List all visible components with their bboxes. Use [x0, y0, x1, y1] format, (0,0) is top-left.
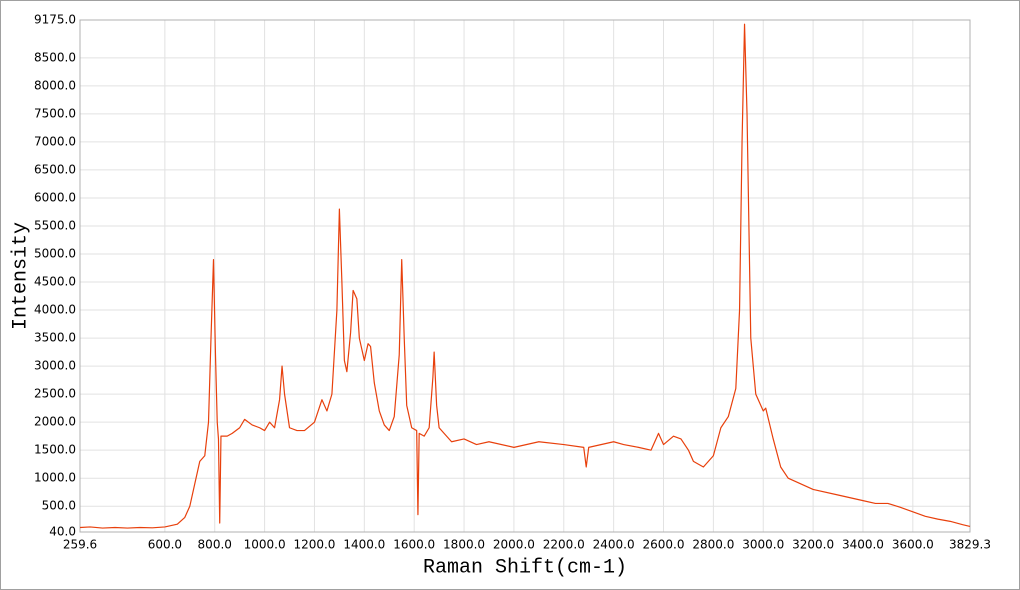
x-tick-label: 259.6 [63, 538, 97, 552]
y-tick-label: 2000.0 [34, 415, 76, 429]
x-tick-label: 600.0 [148, 538, 182, 552]
y-tick-label: 5500.0 [34, 218, 76, 232]
y-axis-title: Intensity [9, 222, 32, 330]
y-tick-label: 1000.0 [34, 471, 76, 485]
y-tick-label: 6000.0 [34, 190, 76, 204]
y-tick-label: 9175.0 [34, 13, 76, 27]
y-tick-label: 500.0 [42, 499, 76, 513]
y-tick-label: 7000.0 [34, 134, 76, 148]
y-tick-label: 4000.0 [34, 303, 76, 317]
y-tick-label: 1500.0 [34, 443, 76, 457]
x-tick-label: 3829.3 [949, 538, 991, 552]
y-tick-label: 7500.0 [34, 106, 76, 120]
x-tick-label: 1400.0 [343, 538, 385, 552]
y-tick-label: 2500.0 [34, 387, 76, 401]
y-tick-label: 5000.0 [34, 247, 76, 261]
x-tick-label: 3400.0 [842, 538, 884, 552]
x-tick-label: 2400.0 [593, 538, 635, 552]
y-tick-label: 4500.0 [34, 275, 76, 289]
x-tick-label: 3000.0 [742, 538, 784, 552]
y-tick-label: 3500.0 [34, 331, 76, 345]
x-tick-label: 3200.0 [792, 538, 834, 552]
x-tick-label: 1000.0 [244, 538, 286, 552]
y-tick-label: 6500.0 [34, 162, 76, 176]
plot-frame [79, 19, 971, 533]
x-tick-label: 1200.0 [293, 538, 335, 552]
spectrum-line [79, 23, 971, 529]
x-tick-label: 2200.0 [543, 538, 585, 552]
x-tick-label: 3600.0 [892, 538, 934, 552]
x-tick-label: 1600.0 [393, 538, 435, 552]
y-tick-label: 8500.0 [34, 50, 76, 64]
y-tick-label: 3000.0 [34, 359, 76, 373]
x-tick-label: 2000.0 [493, 538, 535, 552]
x-axis-title: Raman Shift(cm-1) [423, 556, 627, 579]
x-tick-label: 2800.0 [692, 538, 734, 552]
y-tick-label: 40.0 [49, 525, 76, 539]
x-tick-label: 800.0 [198, 538, 232, 552]
x-tick-label: 1800.0 [443, 538, 485, 552]
y-tick-label: 8000.0 [34, 78, 76, 92]
x-tick-label: 2600.0 [643, 538, 685, 552]
